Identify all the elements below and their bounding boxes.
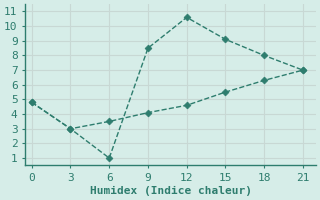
X-axis label: Humidex (Indice chaleur): Humidex (Indice chaleur): [90, 186, 252, 196]
